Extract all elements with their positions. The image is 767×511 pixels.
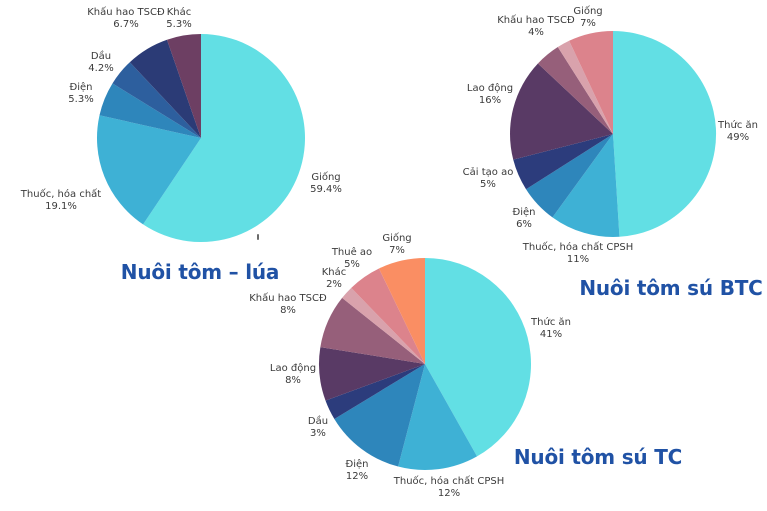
pie-slice-c-i-t-o-ao (513, 134, 613, 190)
pie-slice--i-n (334, 364, 425, 467)
pie-slice-kh-u-hao-tsc- (320, 297, 425, 364)
slice-label-name: Điện (69, 81, 93, 93)
slice-label-value: 3% (310, 428, 326, 439)
slice-label: Khấu hao TSCĐ 8% (249, 293, 327, 317)
slice-label-value: 5.3% (166, 19, 192, 30)
slice-label-name: Khác (321, 266, 347, 278)
chart-title-1: Nuôi tôm – lúa (120, 260, 280, 284)
slice-label-value: 4% (528, 27, 544, 38)
pie-slice-thu-c-h-a-ch-t-cpsh (552, 134, 620, 238)
pie-slice-thu-c-h-a-ch-t-cpsh (398, 364, 478, 470)
slice-label: Dầu 4.2% (88, 51, 113, 75)
slice-label-value: 5% (344, 259, 360, 270)
slice-label-value: 19.1% (45, 201, 77, 212)
slice-label: Thức ăn 49% (718, 120, 758, 144)
slice-label: Giống 59.4% (310, 172, 342, 196)
slice-label-name: Lao động (269, 362, 317, 374)
pie-slice-gi-ng (143, 34, 305, 242)
slice-label-name: Dầu (90, 50, 112, 62)
pie-slice-kh-c (167, 34, 201, 138)
slice-label: Thuốc, hóa chất 19.1% (21, 189, 101, 213)
slice-label: Khấu hao TSCĐ 4% (497, 15, 575, 39)
slice-label-name: Thuốc, hóa chất CPSH (522, 241, 634, 253)
slice-label: Lao động 16% (467, 83, 513, 107)
slice-label-value: 6% (516, 219, 532, 230)
pie-slice-thu-c-h-a-ch-t (96, 115, 201, 225)
slice-label-name: Thuốc, hóa chất CPSH (393, 475, 505, 487)
slice-label-name: Khấu hao TSCĐ (249, 292, 327, 304)
slice-label-value: 7% (580, 18, 596, 29)
slice-label-value: 49% (726, 132, 750, 143)
slice-label-name: Điện (345, 458, 369, 470)
slice-label: Thuốc, hóa chất CPSH 12% (394, 476, 504, 500)
slice-label: Khác 2% (322, 267, 347, 291)
pie-slice-unlabeled (557, 40, 613, 134)
pie-slice-kh-u-hao-tsc- (537, 47, 613, 134)
slice-label: Khác 5.3% (166, 7, 191, 31)
slice-label: Cải tạo ao 5% (463, 167, 514, 191)
slice-label: Dầu 3% (308, 416, 328, 440)
pie-slice-th-c-n (613, 30, 717, 237)
chart-title-3: Nuôi tôm sú TC (513, 445, 683, 469)
slice-label-value: 8% (285, 375, 301, 386)
pie-slice-gi-ng (379, 258, 425, 364)
slice-label-name: Thuê ao (331, 246, 373, 258)
slice-label: Điện 5.3% (68, 82, 93, 106)
slice-label: Thuốc, hóa chất CPSH 11% (523, 242, 633, 266)
slice-label-name: Khấu hao TSCĐ (497, 14, 575, 26)
slice-label-value: 4.2% (88, 63, 114, 74)
pie-slice-d-u (112, 62, 201, 138)
slice-label-value: 2% (326, 279, 342, 290)
slice-label-name: Khác (166, 6, 192, 18)
slice-label-name: Lao động (466, 82, 514, 94)
slice-label: Giống 7% (573, 6, 602, 30)
pie-slice-lao-ng (318, 347, 425, 401)
slice-label-value: 6.7% (113, 19, 139, 30)
slice-label-value: 11% (566, 254, 590, 265)
slice-label-name: Giống (382, 232, 412, 244)
pie-slice-d-u (325, 364, 425, 419)
slice-label: Điện 12% (345, 459, 368, 483)
slice-label-value: 12% (345, 471, 369, 482)
pie-slice--i-n (526, 134, 613, 218)
slice-label-value: 8% (280, 305, 296, 316)
slice-label-name: Giống (311, 171, 341, 183)
slice-label-name: Khấu hao TSCĐ (87, 6, 165, 18)
pie-slice-kh-u-hao-tsc- (129, 39, 201, 138)
slice-label-name: Thức ăn (531, 316, 571, 328)
pie-slice--i-n (99, 83, 201, 138)
slice-label-name: Thức ăn (718, 119, 758, 131)
slice-label-name: Giống (573, 5, 603, 17)
slice-label: Khấu hao TSCĐ 6.7% (87, 7, 165, 31)
slice-label-value: 12% (437, 488, 461, 499)
slice-label-value: 5% (480, 179, 496, 190)
chart-title-2: Nuôi tôm sú BTC (579, 276, 763, 300)
slice-label-value: 16% (478, 95, 502, 106)
slice-label-value: 5.3% (68, 94, 94, 105)
slice-label: Thức ăn 41% (531, 317, 571, 341)
slice-label-value: 41% (539, 329, 563, 340)
pie-slice-lao-ng (510, 63, 613, 160)
slice-label-name: Thuốc, hóa chất (20, 188, 102, 200)
slice-label-name: Điện (512, 206, 536, 218)
pie-slice-thu-ao (351, 268, 425, 364)
pie-slice-th-c-n (425, 258, 532, 457)
slice-label-name: Cải tạo ao (462, 166, 514, 178)
slice-label-value: 7% (389, 245, 405, 256)
slice-label: Thuê ao 5% (332, 247, 372, 271)
slice-label-name: Dầu (307, 415, 329, 427)
slice-label: Điện 6% (512, 207, 535, 231)
stray-mark (257, 234, 259, 240)
pie-slice-gi-ng (569, 31, 613, 134)
pie-slice-kh-c (342, 287, 425, 364)
slice-label: Lao động 8% (270, 363, 316, 387)
slice-label-value: 59.4% (310, 184, 342, 195)
slice-label: Giống 7% (382, 233, 411, 257)
